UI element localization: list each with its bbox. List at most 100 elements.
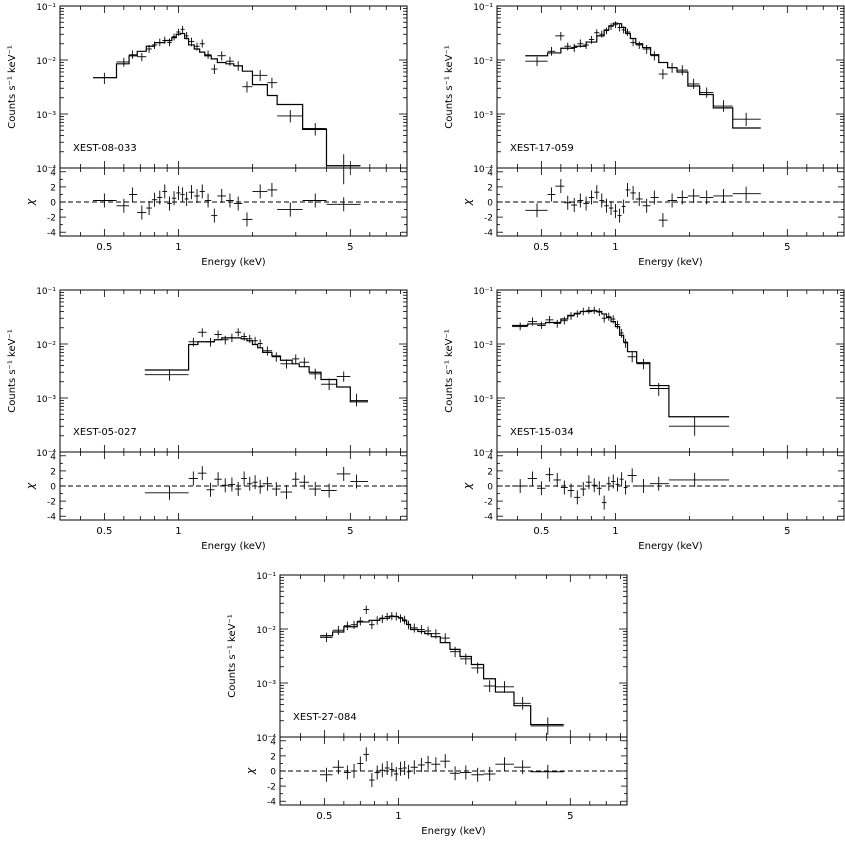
source-label: XEST-17-059 [510,143,574,154]
data-point [574,310,581,318]
x-tick-label: 0.5 [533,526,549,537]
residual-point [525,203,548,218]
data-point [320,632,333,643]
residual-point [235,482,242,497]
residual-tick-label: 2 [50,183,56,193]
residual-point [257,479,263,494]
data-point [635,41,643,49]
data-point [483,680,496,693]
residual-point [332,760,344,775]
residual-point [591,478,597,493]
residual-point [188,185,195,200]
model-histogram [320,615,564,726]
data-point [350,393,369,407]
data-point [221,335,229,345]
residual-point [204,193,212,208]
data-point [577,39,584,48]
residual-point [606,476,612,491]
residual-axis-label: χ [24,482,37,490]
x-axis-label: Energy (keV) [421,826,486,837]
spectrum-panel-2: 0.5 1 5 Energy (keV) 10⁻⁴ 10⁻³ 10⁻² 10⁻¹ Counts … [444,3,845,268]
residual-point [547,187,556,202]
data-point [214,330,222,339]
residual-point [527,471,538,486]
data-point [194,42,200,51]
data-point [204,50,212,59]
y-tick-label: 10⁻² [473,57,493,67]
data-point [440,633,450,644]
data-point [512,322,528,331]
y-axis-label: Counts s⁻¹ keV⁻¹ [7,329,18,412]
residual-point [495,757,514,772]
y-tick-label: 10⁻² [36,341,56,351]
data-point [530,717,564,735]
y-tick-label: 10⁻⁴ [36,449,56,459]
residual-point [292,472,300,487]
x-tick-label: 5 [567,811,573,822]
data-point [309,368,322,380]
residual-point [583,196,589,211]
residual-point [483,767,496,782]
x-tick-label: 5 [347,242,353,253]
data-point [583,41,589,49]
data-point [157,38,163,47]
data-point [402,615,407,625]
x-axis-label: Energy (keV) [201,257,266,268]
data-point [162,36,168,44]
residual-point [599,193,605,208]
residual-point [167,196,172,211]
residual-point [564,195,572,210]
data-point [495,681,514,693]
y-tick-label: 10⁻¹ [36,287,56,297]
residual-point [431,757,441,772]
y-tick-label: 10⁻³ [473,111,493,121]
data-point [687,78,700,90]
residual-tick-label: -4 [484,229,493,239]
residual-point [577,193,584,208]
residual-point [635,191,643,206]
data-point [449,646,461,658]
residual-point [180,187,185,202]
data-point [650,51,659,61]
residual-point [402,760,407,775]
data-point [527,317,538,326]
residual-point [267,182,278,197]
residual-point [217,188,226,203]
data-point [379,614,385,624]
residual-point [588,190,595,205]
data-point [513,697,531,710]
y-tick-label: 10⁻³ [36,395,56,405]
data-point [357,617,364,626]
residual-point [350,474,369,489]
x-tick-label: 1 [612,242,618,253]
residual-point [171,191,177,206]
model-histogram [512,310,730,418]
data-point [410,623,418,633]
residual-point [252,475,258,490]
residual-point [184,191,189,206]
data-point [417,625,425,635]
residual-tick-label: 2 [487,467,493,477]
residual-tick-label: 4 [270,737,276,747]
y-tick-label: 10⁻⁴ [473,449,493,459]
data-point [93,72,117,84]
residual-point [363,747,370,762]
residual-point [424,755,432,770]
residual-point [221,478,229,493]
data-point [588,35,595,44]
residual-point [228,477,236,492]
data-point [732,112,761,126]
data-point [553,319,561,328]
y-tick-label: 10⁻⁴ [473,165,493,175]
residual-point [374,765,380,780]
residual-point [594,185,600,200]
data-point [431,629,441,639]
residual-point [611,474,616,489]
residual-tick-label: -2 [47,498,56,508]
residual-point [321,483,337,498]
data-point [617,24,622,32]
residual-point [699,190,714,205]
y-axis-label: Counts s⁻¹ keV⁻¹ [444,45,455,128]
residual-point [555,179,565,194]
residual-tick-label: -4 [267,798,276,808]
